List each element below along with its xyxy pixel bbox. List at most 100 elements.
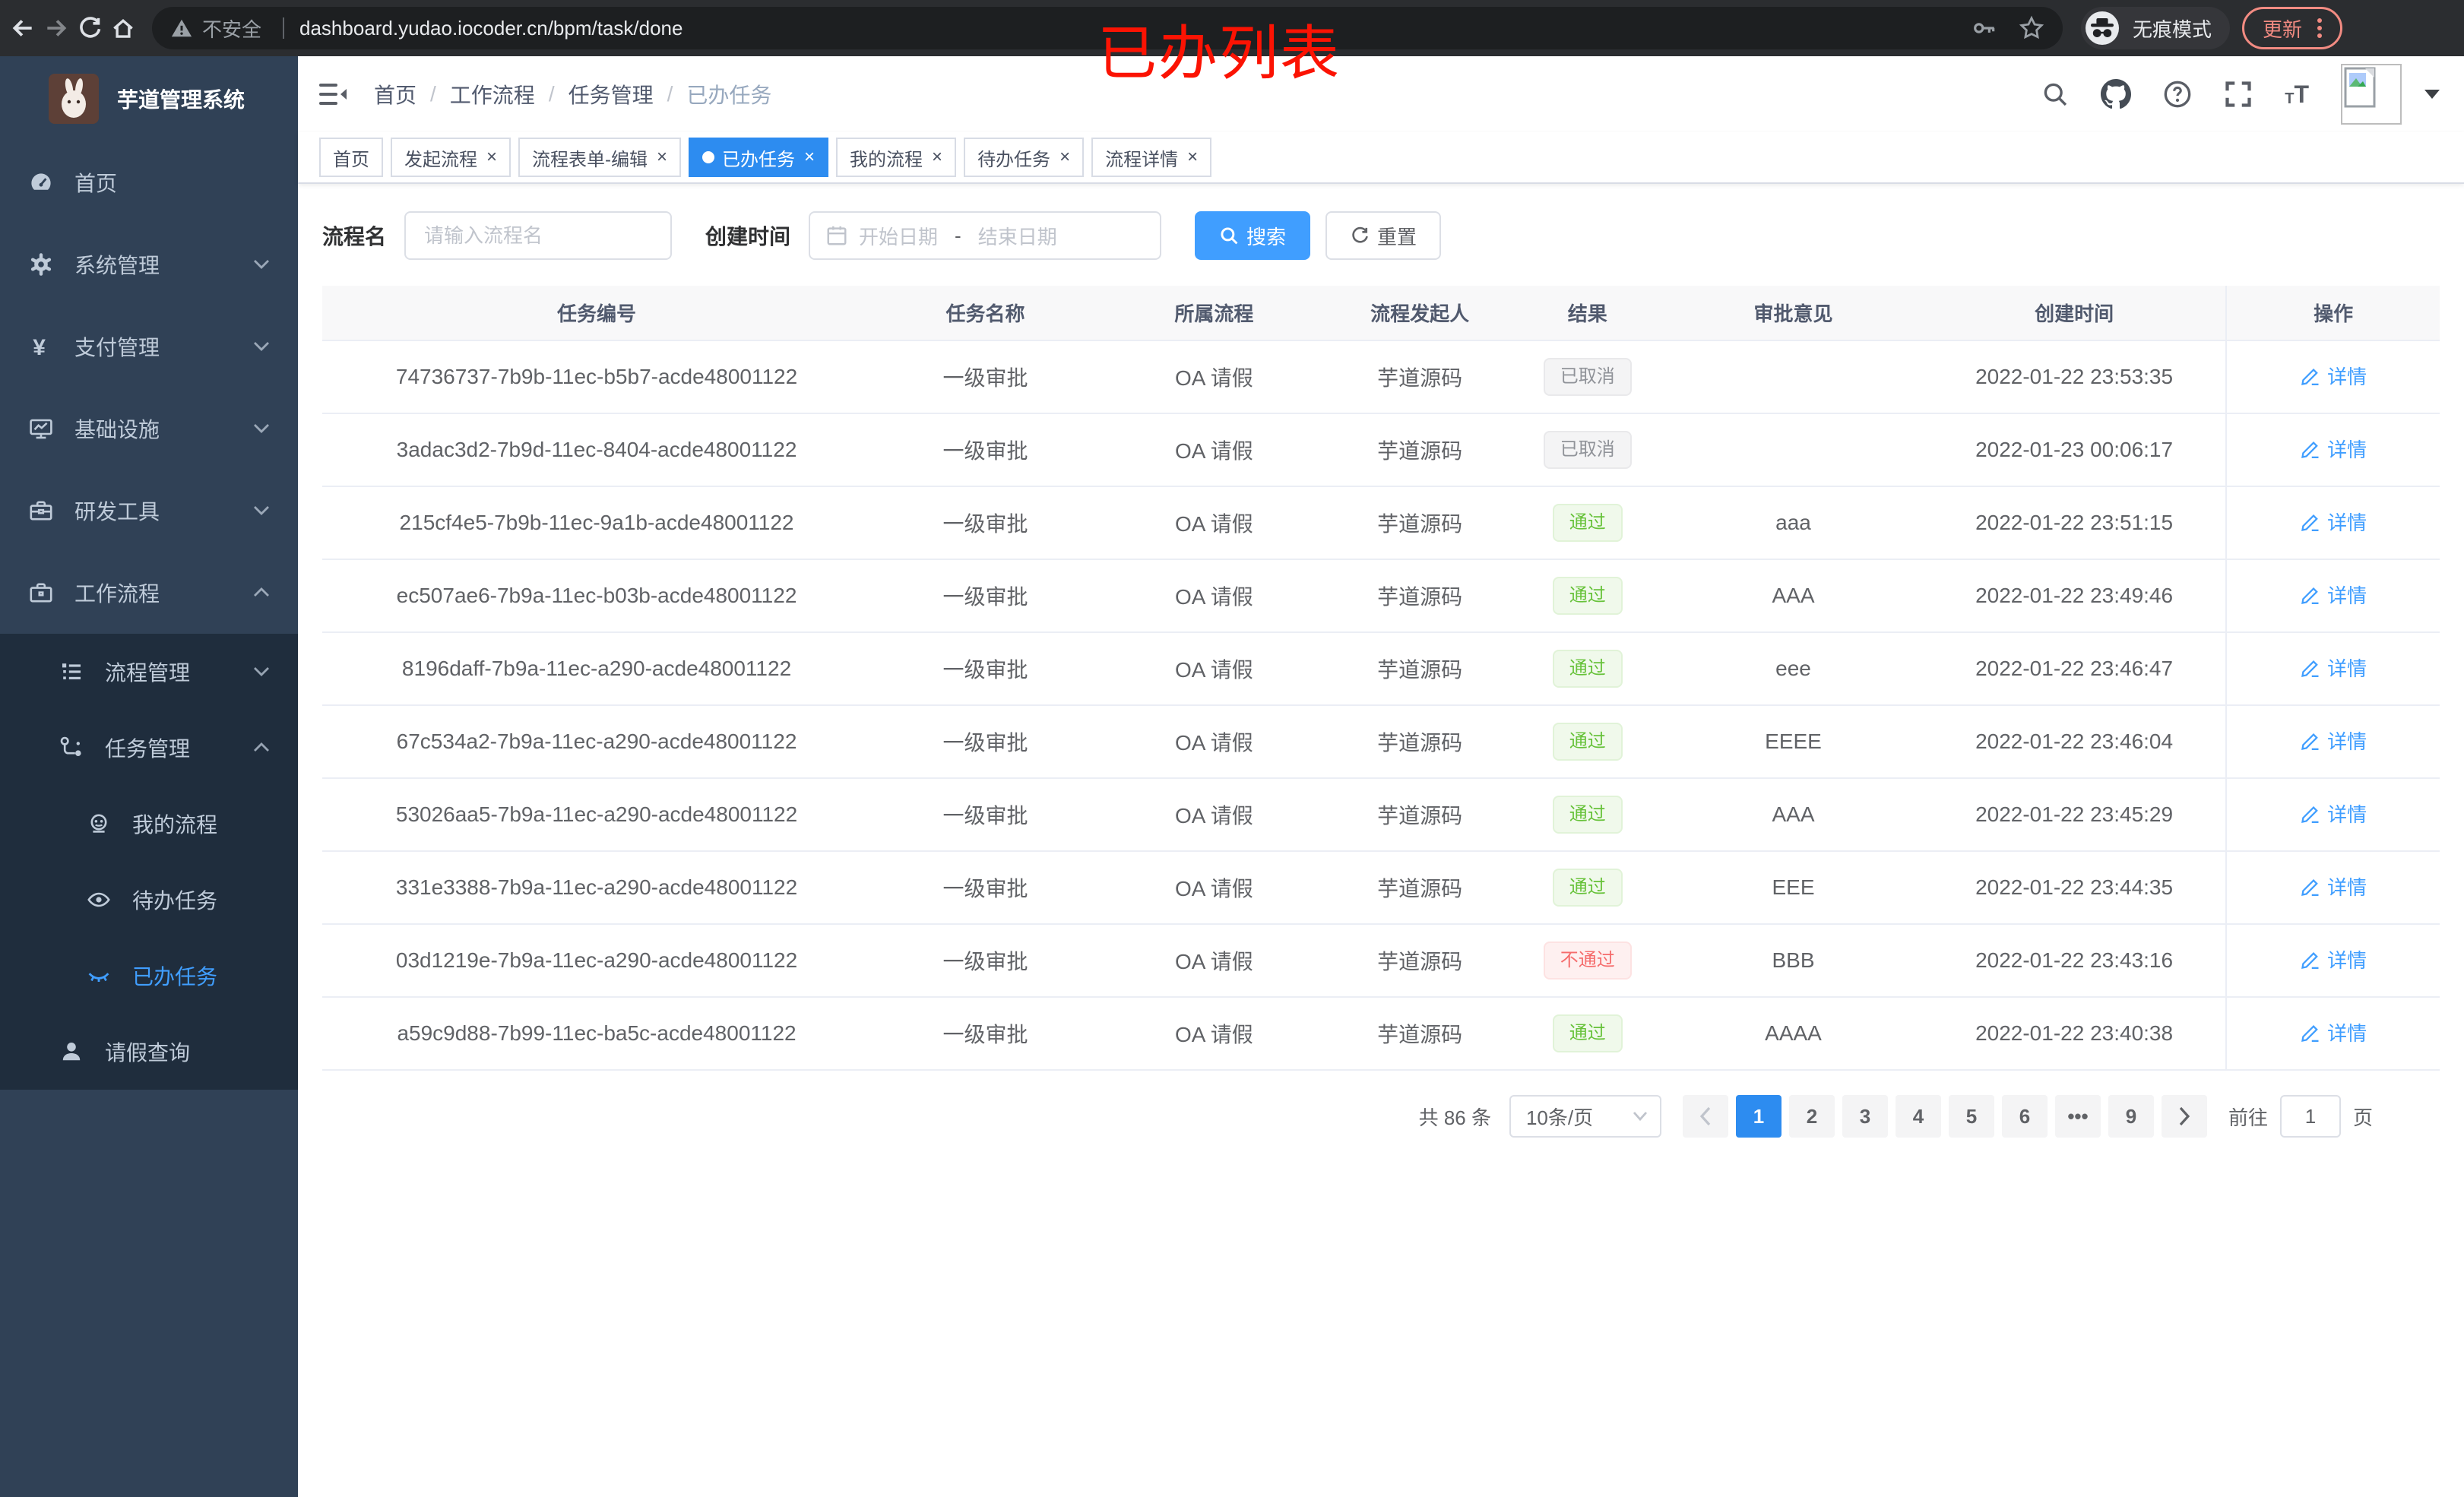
prev-page-button[interactable]: [1682, 1095, 1728, 1138]
help-doc-button[interactable]: [2163, 80, 2192, 109]
sidebar-toggle-button[interactable]: [319, 83, 347, 106]
tab-close-icon[interactable]: ×: [1187, 147, 1199, 167]
cell-process: OA 请假: [1099, 997, 1329, 1071]
page-button-1[interactable]: 1: [1735, 1095, 1781, 1138]
detail-link[interactable]: 详情: [2300, 872, 2367, 900]
user-icon: [59, 1040, 84, 1064]
detail-link[interactable]: 详情: [2300, 945, 2367, 973]
calendar-icon: [827, 226, 847, 245]
sidebar-item-6[interactable]: 流程管理: [0, 634, 298, 710]
sidebar-item-11[interactable]: 请假查询: [0, 1014, 298, 1090]
pen-icon: [2300, 1022, 2321, 1043]
cell-created: 2022-01-22 23:43:16: [1923, 924, 2227, 998]
tab-4[interactable]: 我的流程 ×: [836, 138, 957, 177]
fullscreen-button[interactable]: [2224, 80, 2253, 109]
tab-close-icon[interactable]: ×: [657, 147, 668, 167]
tab-close-icon[interactable]: ×: [932, 147, 943, 167]
detail-link[interactable]: 详情: [2300, 654, 2367, 682]
sidebar-item-5[interactable]: 工作流程: [0, 552, 298, 634]
page-ellipsis[interactable]: •••: [2054, 1095, 2101, 1138]
page-size-select[interactable]: 10条/页: [1509, 1095, 1661, 1138]
next-page-button[interactable]: [2161, 1095, 2207, 1138]
page-button-3[interactable]: 3: [1842, 1095, 1888, 1138]
browser-reload-button[interactable]: [73, 7, 106, 49]
detail-link[interactable]: 详情: [2300, 726, 2367, 755]
header-search-button[interactable]: [2041, 81, 2069, 108]
cell-task-id: 53026aa5-7b9a-11ec-a290-acde48001122: [322, 778, 872, 852]
bookmark-star-icon[interactable]: [2019, 15, 2044, 41]
tab-5[interactable]: 待办任务 ×: [964, 138, 1085, 177]
sidebar-item-0[interactable]: 首页: [0, 141, 298, 223]
sidebar-item-1[interactable]: 系统管理: [0, 223, 298, 305]
page-annotation: 已办列表: [1097, 20, 1341, 87]
page-button-6[interactable]: 6: [2001, 1095, 2048, 1138]
cell-starter: 芋道源码: [1328, 997, 1512, 1071]
sidebar-logo-row[interactable]: 芋道管理系统: [0, 56, 298, 141]
question-icon: [2164, 81, 2191, 108]
page-buttons: 1 2 3 4 5 6 ••• 9: [1682, 1095, 2207, 1138]
column-header-3: 流程发起人: [1328, 286, 1512, 340]
flow-icon: [59, 736, 84, 760]
detail-link[interactable]: 详情: [2300, 362, 2367, 390]
sidebar-item-7[interactable]: 任务管理: [0, 710, 298, 786]
breadcrumb-item-2[interactable]: 任务管理: [568, 84, 654, 107]
detail-link[interactable]: 详情: [2300, 508, 2367, 536]
detail-link[interactable]: 详情: [2300, 799, 2367, 828]
avatar-caret-icon[interactable]: [2424, 90, 2440, 99]
tab-3[interactable]: 已办任务 ×: [689, 138, 829, 177]
tab-1[interactable]: 发起流程 ×: [391, 138, 511, 177]
sidebar-item-9[interactable]: 待办任务: [0, 862, 298, 938]
avatar[interactable]: [2341, 64, 2402, 125]
table-row-6: 53026aa5-7b9a-11ec-a290-acde48001122 一级审批…: [322, 778, 2440, 852]
pen-icon: [2300, 366, 2321, 387]
search-button[interactable]: 搜索: [1195, 211, 1311, 260]
browser-menu-icon[interactable]: [2317, 18, 2322, 38]
cell-starter: 芋道源码: [1328, 778, 1512, 852]
cell-created: 2022-01-22 23:40:38: [1923, 997, 2227, 1071]
chevron-left-icon: [1699, 1106, 1711, 1126]
tab-close-icon[interactable]: ×: [804, 147, 816, 167]
page-button-9[interactable]: 9: [2108, 1095, 2154, 1138]
reset-button[interactable]: 重置: [1325, 211, 1442, 260]
tab-close-icon[interactable]: ×: [486, 147, 498, 167]
goto-page-input[interactable]: [2279, 1095, 2341, 1138]
cell-task-name: 一级审批: [871, 486, 1100, 560]
page-button-5[interactable]: 5: [1948, 1095, 1994, 1138]
tab-0[interactable]: 首页: [319, 138, 383, 177]
breadcrumb-item-0[interactable]: 首页: [374, 84, 417, 107]
detail-link[interactable]: 详情: [2300, 1018, 2367, 1046]
tab-6[interactable]: 流程详情 ×: [1091, 138, 1212, 177]
page-button-2[interactable]: 2: [1788, 1095, 1835, 1138]
sidebar-item-2[interactable]: ¥ 支付管理: [0, 305, 298, 388]
tab-label: 流程表单-编辑: [532, 149, 648, 170]
breadcrumb-item-1[interactable]: 工作流程: [449, 84, 535, 107]
key-icon[interactable]: [1972, 15, 1997, 41]
cell-task-name: 一级审批: [871, 340, 1100, 414]
browser-forward-button[interactable]: [40, 7, 73, 49]
result-badge: 通过: [1552, 869, 1623, 907]
tab-2[interactable]: 流程表单-编辑 ×: [518, 138, 682, 177]
sidebar-item-8[interactable]: 我的流程: [0, 786, 298, 862]
browser-back-button[interactable]: [6, 7, 40, 49]
process-name-input[interactable]: [404, 211, 673, 260]
page-button-4[interactable]: 4: [1895, 1095, 1941, 1138]
sidebar-item-3[interactable]: 基础设施: [0, 388, 298, 470]
address-bar[interactable]: 不安全 dashboard.yudao.iocoder.cn/bpm/task/…: [152, 7, 2063, 49]
cell-opinion: [1664, 413, 1923, 487]
app-frame: 芋道管理系统 首页 系统管理 ¥ 支付管理 基础设施 研发工具 工作流程 流程管理 任务管理 我的…: [0, 56, 2464, 1497]
sidebar-item-4[interactable]: 研发工具: [0, 470, 298, 552]
browser-home-button[interactable]: [106, 7, 140, 49]
browser-update-button[interactable]: 更新: [2241, 7, 2342, 49]
table-row-7: 331e3388-7b9a-11ec-a290-acde48001122 一级审批…: [322, 851, 2440, 925]
cell-task-id: 03d1219e-7b9a-11ec-a290-acde48001122: [322, 924, 872, 998]
sidebar-item-10[interactable]: 已办任务: [0, 938, 298, 1014]
cell-actions: 详情: [2225, 997, 2440, 1071]
detail-link[interactable]: 详情: [2300, 435, 2367, 463]
tab-close-icon[interactable]: ×: [1059, 147, 1071, 167]
create-time-range-picker[interactable]: 开始日期 - 结束日期: [809, 211, 1162, 260]
github-link[interactable]: [2101, 79, 2132, 109]
detail-link[interactable]: 详情: [2300, 581, 2367, 609]
cell-starter: 芋道源码: [1328, 340, 1512, 414]
